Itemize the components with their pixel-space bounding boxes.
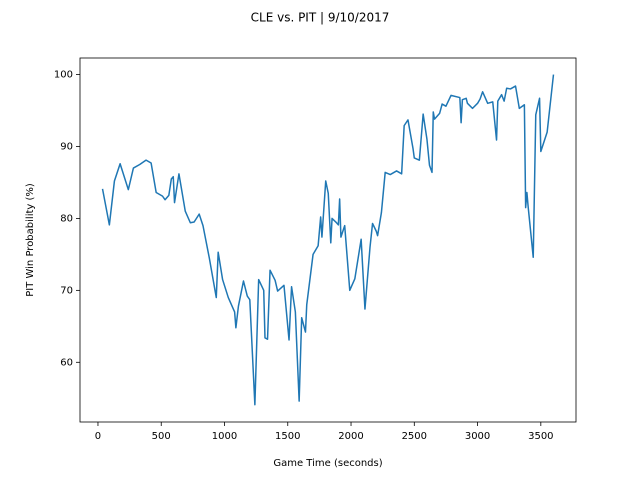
data-line — [101, 74, 555, 406]
y-tick-label: 90 — [60, 141, 73, 152]
x-tick-label: 3000 — [465, 431, 490, 442]
x-tick-label: 2000 — [338, 431, 363, 442]
y-tick-label: 80 — [60, 213, 73, 224]
x-tick-label: 500 — [152, 431, 171, 442]
y-tick-label: 100 — [54, 70, 73, 81]
plot-frame — [79, 57, 577, 423]
x-tick-label: 1000 — [212, 431, 237, 442]
x-axis-label: Game Time (seconds) — [273, 458, 382, 469]
chart-title: CLE vs. PIT | 9/10/2017 — [251, 11, 390, 25]
x-tick-label: 3500 — [528, 431, 553, 442]
x-tick-label: 1500 — [275, 431, 300, 442]
y-tick-label: 60 — [60, 357, 73, 368]
y-axis-label: PIT Win Probability (%) — [25, 183, 36, 297]
x-tick-label: 2500 — [402, 431, 427, 442]
x-tick-label: 0 — [95, 431, 101, 442]
y-tick-label: 70 — [60, 285, 73, 296]
